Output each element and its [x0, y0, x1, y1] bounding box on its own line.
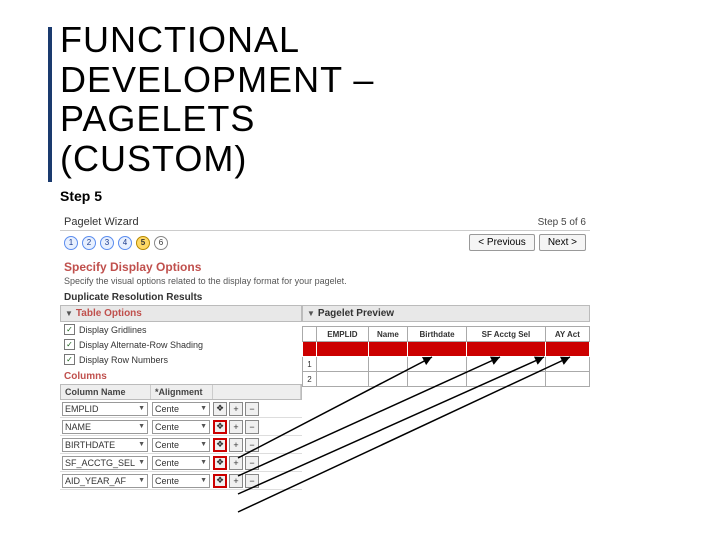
left-panel: ▼ Table Options ✓ Display Gridlines ✓ Displ… — [60, 305, 302, 490]
columns-header: Column Name *Alignment — [60, 384, 302, 400]
checkbox[interactable]: ✓ — [64, 324, 75, 335]
remove-row-button[interactable]: − — [245, 402, 259, 416]
add-row-button[interactable]: + — [229, 420, 243, 434]
panels-container: ▼ Table Options ✓ Display Gridlines ✓ Displ… — [60, 305, 590, 490]
column-name-select[interactable]: NAME▼ — [62, 420, 148, 434]
step-circle-3[interactable]: 3 — [100, 236, 114, 250]
table-options-label: Table Options — [76, 308, 142, 319]
wizard-nav-row: 123456 < Previous Next > — [60, 231, 590, 254]
pagelet-wizard-window: Pagelet Wizard Step 5 of 6 123456 < Prev… — [60, 214, 590, 490]
previous-button[interactable]: < Previous — [469, 234, 535, 251]
checkbox-row: ✓ Display Alternate-Row Shading — [60, 337, 302, 352]
col-header-name: Column Name — [61, 385, 151, 399]
next-button[interactable]: Next > — [539, 234, 586, 251]
alignment-select[interactable]: Cente▼ — [152, 438, 210, 452]
step-circles: 123456 — [64, 236, 168, 250]
alignment-select[interactable]: Cente▼ — [152, 474, 210, 488]
collapse-icon: ▼ — [65, 309, 73, 318]
section-heading: Specify Display Options — [64, 260, 586, 274]
remove-row-button[interactable]: − — [245, 474, 259, 488]
preview-col-header: Birthdate — [408, 327, 467, 342]
preview-col-header: Name — [368, 327, 407, 342]
column-row: NAME▼ Cente▼❖+− — [60, 418, 302, 436]
title-l2: DEVELOPMENT – — [60, 59, 374, 100]
right-panel: ▼ Pagelet Preview EMPLIDNameBirthdateSF … — [302, 305, 590, 490]
col-header-btns — [213, 385, 301, 399]
preview-header[interactable]: ▼ Pagelet Preview — [302, 305, 590, 322]
slide-title: FUNCTIONAL DEVELOPMENT – PAGELETS (CUSTO… — [60, 20, 374, 178]
add-row-button[interactable]: + — [229, 456, 243, 470]
add-row-button[interactable]: + — [229, 474, 243, 488]
step-circle-6[interactable]: 6 — [154, 236, 168, 250]
column-name-select[interactable]: EMPLID▼ — [62, 402, 148, 416]
alignment-select[interactable]: Cente▼ — [152, 420, 210, 434]
alignment-select[interactable]: Cente▼ — [152, 456, 210, 470]
preview-col-header: SF Acctg Sel — [467, 327, 546, 342]
checkbox-row: ✓ Display Gridlines — [60, 322, 302, 337]
preview-row: 1 — [303, 357, 590, 372]
title-l3: PAGELETS — [60, 98, 255, 139]
heading-icon-button[interactable]: ❖ — [213, 402, 227, 416]
column-row: AID_YEAR_AF▼ Cente▼❖+− — [60, 472, 302, 490]
col-header-align: *Alignment — [151, 385, 213, 399]
column-name-select[interactable]: BIRTHDATE▼ — [62, 438, 148, 452]
checkbox-label: Display Alternate-Row Shading — [79, 340, 203, 350]
preview-table: EMPLIDNameBirthdateSF Acctg SelAY Act 12 — [302, 326, 590, 387]
checkbox-label: Display Row Numbers — [79, 355, 168, 365]
heading-icon-button[interactable]: ❖ — [213, 456, 227, 470]
heading-icon-button[interactable]: ❖ — [213, 474, 227, 488]
wizard-header: Pagelet Wizard Step 5 of 6 — [60, 214, 590, 231]
remove-row-button[interactable]: − — [245, 420, 259, 434]
remove-row-button[interactable]: − — [245, 438, 259, 452]
preview-row: 2 — [303, 372, 590, 387]
checkbox-label: Display Gridlines — [79, 325, 147, 335]
table-options-header[interactable]: ▼ Table Options — [60, 305, 302, 322]
column-row: BIRTHDATE▼ Cente▼❖+− — [60, 436, 302, 454]
remove-row-button[interactable]: − — [245, 456, 259, 470]
preview-label: Pagelet Preview — [318, 308, 394, 319]
add-row-button[interactable]: + — [229, 438, 243, 452]
step-indicator: Step 5 of 6 — [538, 217, 586, 228]
preview-highlight-row — [303, 342, 590, 357]
collapse-icon: ▼ — [307, 309, 315, 318]
heading-icon-button[interactable]: ❖ — [213, 438, 227, 452]
alignment-select[interactable]: Cente▼ — [152, 402, 210, 416]
title-l1: FUNCTIONAL — [60, 19, 300, 60]
checkbox[interactable]: ✓ — [64, 339, 75, 350]
column-name-select[interactable]: AID_YEAR_AF▼ — [62, 474, 148, 488]
column-name-select[interactable]: SF_ACCTG_SEL▼ — [62, 456, 148, 470]
step-circle-5[interactable]: 5 — [136, 236, 150, 250]
heading-icon-button[interactable]: ❖ — [213, 420, 227, 434]
column-row: EMPLID▼ Cente▼❖+− — [60, 400, 302, 418]
columns-title: Columns — [64, 371, 298, 382]
sub-heading: Duplicate Resolution Results — [64, 292, 586, 303]
preview-col-header: AY Act — [545, 327, 589, 342]
preview-col-header: EMPLID — [317, 327, 369, 342]
column-row: SF_ACCTG_SEL▼ Cente▼❖+− — [60, 454, 302, 472]
step-circle-4[interactable]: 4 — [118, 236, 132, 250]
title-accent-bar — [48, 27, 52, 182]
add-row-button[interactable]: + — [229, 402, 243, 416]
wizard-title: Pagelet Wizard — [64, 216, 139, 228]
preview-col-header — [303, 327, 317, 342]
section-description: Specify the visual options related to th… — [64, 276, 586, 286]
slide-subtitle: Step 5 — [60, 188, 102, 204]
step-circle-1[interactable]: 1 — [64, 236, 78, 250]
checkbox[interactable]: ✓ — [64, 354, 75, 365]
title-l4: (CUSTOM) — [60, 138, 247, 179]
step-circle-2[interactable]: 2 — [82, 236, 96, 250]
preview-header-row: EMPLIDNameBirthdateSF Acctg SelAY Act — [303, 327, 590, 342]
nav-buttons: < Previous Next > — [469, 234, 586, 251]
checkbox-row: ✓ Display Row Numbers — [60, 352, 302, 367]
